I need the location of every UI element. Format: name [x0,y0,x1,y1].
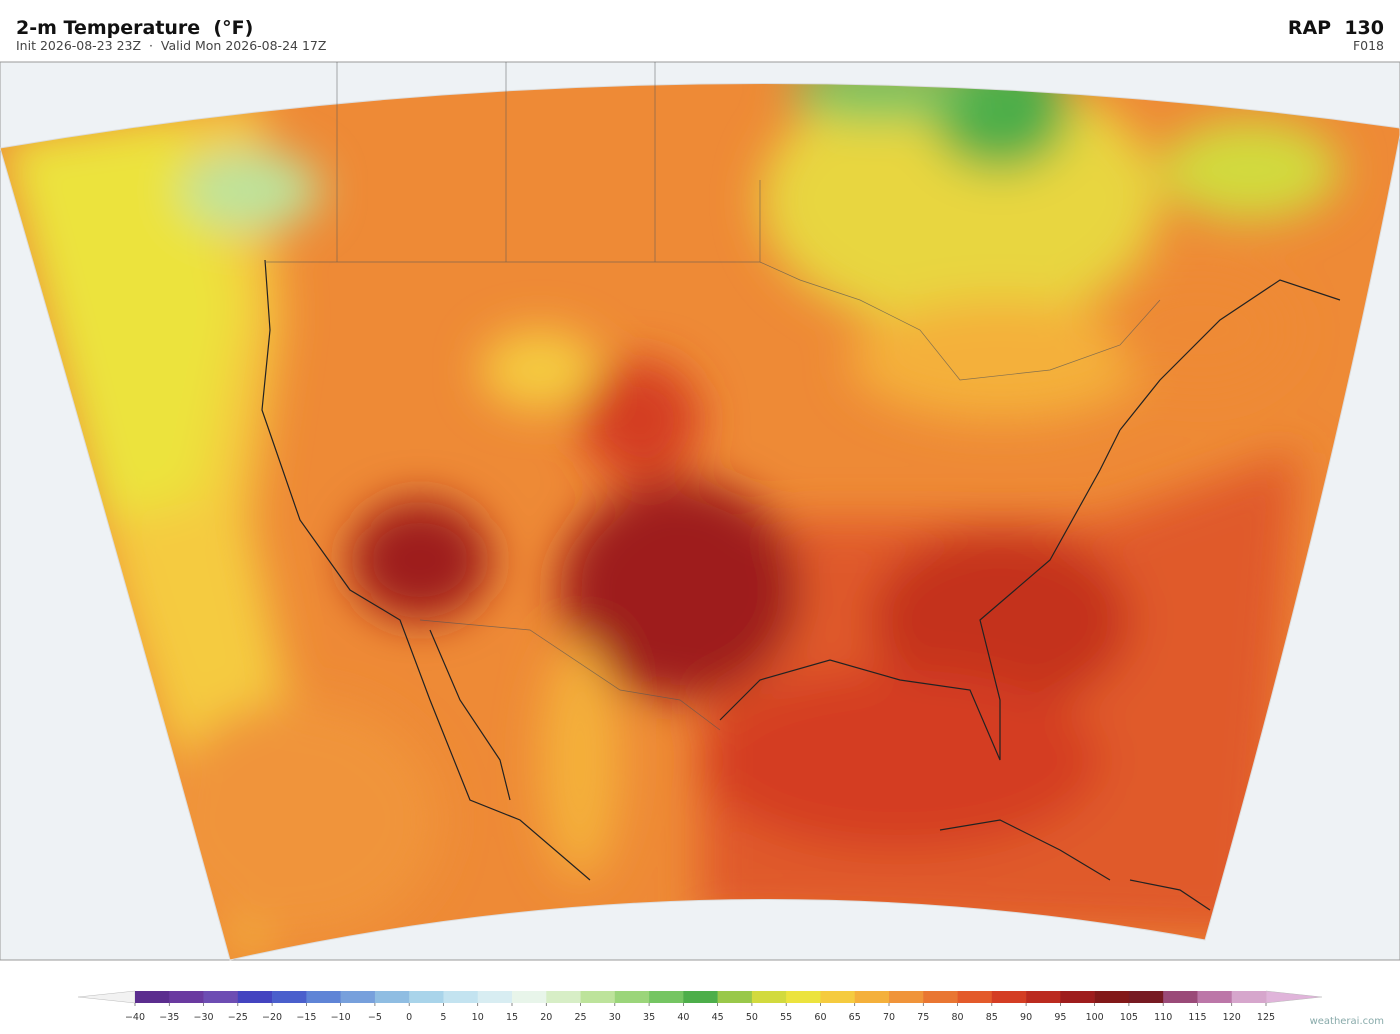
tick-label: −40 [125,1012,145,1023]
tick-label: 90 [1020,1012,1032,1023]
tick-label: −30 [194,1012,214,1023]
tick-label: 5 [440,1012,446,1023]
temperature-field [0,83,1400,960]
tick-label: 25 [574,1012,586,1023]
color-bin [340,991,376,1003]
map [0,61,1400,961]
coastlines [261,259,1341,911]
color-bin [135,991,170,1003]
color-bin [443,991,479,1003]
color-bin [1094,991,1130,1003]
title: 2-m Temperature (°F) [16,17,253,39]
color-bin [169,991,204,1003]
tick-label: 30 [609,1012,621,1023]
tick-label: 10 [472,1012,484,1023]
tick-label: 95 [1054,1012,1066,1023]
color-bin [649,991,684,1003]
tick-label: −25 [228,1012,248,1023]
color-bin [820,991,856,1003]
color-bin [512,991,547,1003]
color-bin [1231,991,1267,1003]
subtitle: Init 2026-08-23 23Z · Valid Mon 2026-08-… [16,38,326,53]
color-bin [1026,991,1061,1003]
tick-label: 85 [986,1012,998,1023]
color-bin [272,991,307,1003]
tick-label: 115 [1188,1012,1206,1023]
color-bin [991,991,1027,1003]
color-bin [614,991,650,1003]
tick-label: 40 [677,1012,689,1023]
forecast-hour: F018 [1353,38,1384,53]
tick-label: 125 [1257,1012,1275,1023]
tick-label: 50 [746,1012,758,1023]
tick-label: 65 [849,1012,861,1023]
color-bin [477,991,513,1003]
color-bin [786,991,821,1003]
tick-label: 75 [917,1012,929,1023]
tick-label: 110 [1154,1012,1172,1023]
color-bin [854,991,890,1003]
color-bin [409,991,444,1003]
color-bin [683,991,718,1003]
tick-label: −15 [296,1012,316,1023]
tick-label: 100 [1086,1012,1104,1023]
tick-label: 105 [1120,1012,1138,1023]
color-bin [889,991,924,1003]
borders [265,62,1161,731]
tick-label: 45 [712,1012,724,1023]
tick-label: 70 [883,1012,895,1023]
tick-label: 80 [951,1012,963,1023]
colorbar-over [1265,990,1323,1004]
color-bin [1060,991,1095,1003]
color-bin [717,991,753,1003]
tick-label: 120 [1223,1012,1241,1023]
color-bin [957,991,993,1003]
color-bin [751,991,787,1003]
color-bin [546,991,581,1003]
color-bin [203,991,239,1003]
tick-label: 60 [814,1012,826,1023]
tick-label: 20 [540,1012,552,1023]
color-bin [306,991,341,1003]
tick-label: 0 [406,1012,412,1023]
color-bin [374,991,410,1003]
tick-label: −35 [159,1012,179,1023]
tick-label: 15 [506,1012,518,1023]
color-bin [1163,991,1198,1003]
tick-label: −20 [262,1012,282,1023]
tick-label: −5 [368,1012,382,1023]
tick-label: −10 [331,1012,351,1023]
color-bin [237,991,273,1003]
color-bin [1128,991,1164,1003]
color-bin [580,991,616,1003]
colorbar: −40 −35 −30 −25 −20 −15 −10 −5 0 5 10 15 20 25 30 35 40 4… [77,990,1323,1023]
color-bin [923,991,958,1003]
tick-label: 35 [643,1012,655,1023]
tick-label: 55 [780,1012,792,1023]
colorbar-under [77,990,136,1004]
color-bin [1197,991,1233,1003]
watermark: weatherai.com [1310,1016,1384,1027]
model-label: RAP 130 [1288,17,1384,39]
